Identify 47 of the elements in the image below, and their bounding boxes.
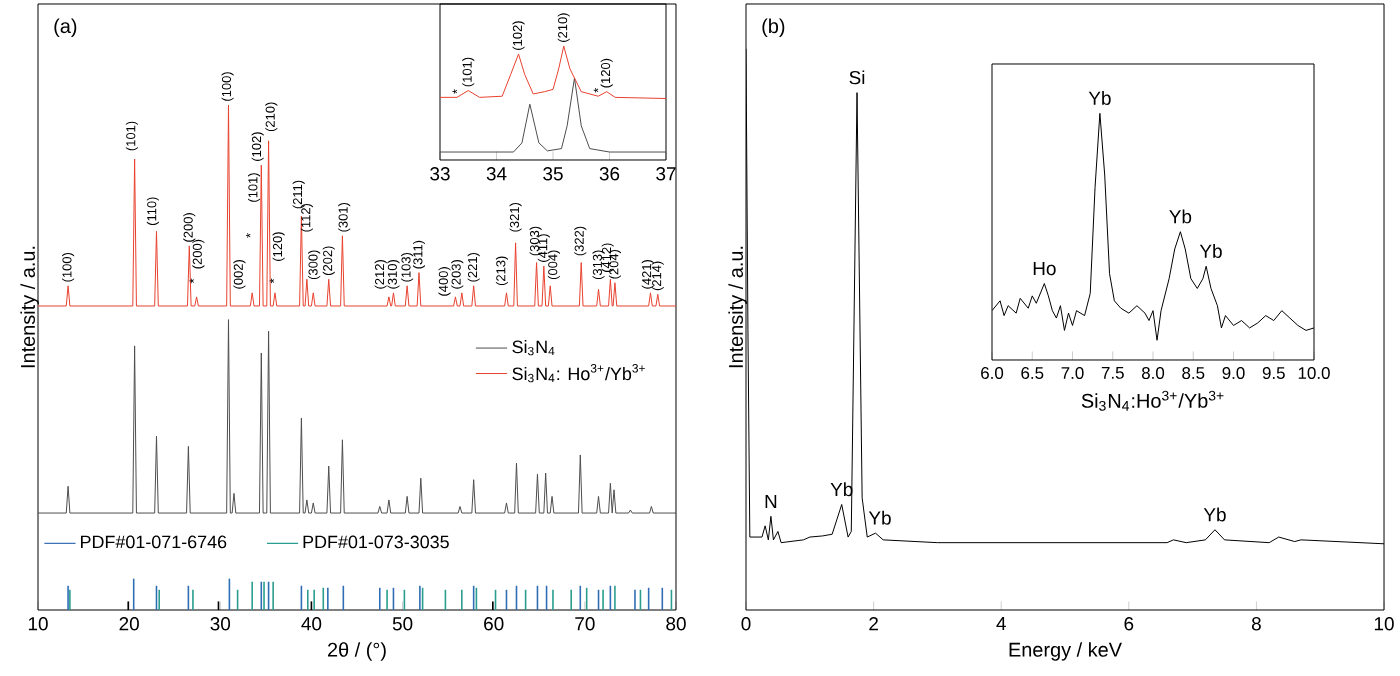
annotation: N (765, 494, 777, 508)
y-axis-title: Intensity / a.u. (20, 246, 39, 368)
x-tick-label: 6.0 (981, 367, 1004, 380)
x-tick-label: 10 (28, 617, 48, 631)
y-axis-title: Intensity / a.u. (728, 246, 747, 368)
x-tick-label: 10.0 (1298, 367, 1330, 380)
x-tick-label: 70 (575, 617, 595, 631)
x-tick-label: 4 (996, 617, 1006, 631)
x-tick-label: 9.5 (1262, 367, 1285, 380)
x-tick-label: 30 (210, 617, 231, 631)
x-tick-label: 9.0 (1222, 367, 1245, 380)
x-tick-label: 10 (1374, 617, 1394, 631)
x-axis-title: 2θ / (°) (327, 642, 386, 661)
text: (b) (762, 18, 785, 38)
x-tick-label: 7.0 (1061, 367, 1084, 380)
legend-label: Si$_{3}$N$_{4}$ (512, 340, 555, 356)
x-tick-label: 35 (543, 167, 563, 181)
x-tick-label: 20 (119, 617, 139, 631)
annotation: Yb (868, 510, 891, 525)
x-axis-title: Si$_{3}$N$_{4}$:Ho$^{3+}$/Yb$^{3+}$ (1081, 390, 1224, 411)
x-tick-label: 6 (1124, 617, 1134, 631)
annotation: Ho (1033, 261, 1056, 276)
x-tick-label: 60 (484, 617, 504, 631)
x-tick-label: 34 (486, 167, 507, 181)
annotation: Yb (1169, 209, 1192, 224)
legend-label: Si$_{3}$N$_{4}$: Ho$^{3+}$/Yb$^{3+}$ (512, 364, 645, 383)
x-tick-label: 2 (869, 617, 878, 631)
legend-label: PDF#01-073-3035 (303, 535, 449, 549)
x-tick-label: 80 (666, 617, 686, 631)
annotation: Yb (1203, 507, 1226, 522)
annotation: Si (849, 70, 865, 85)
x-tick-label: 8 (1251, 617, 1261, 631)
x-tick-label: 7.5 (1101, 367, 1124, 379)
x-tick-label: 8.5 (1182, 367, 1205, 380)
legend-label: PDF#01-071-6746 (81, 535, 227, 549)
x-tick-label: 40 (301, 617, 322, 631)
annotation: Yb (1088, 91, 1111, 105)
annotation: Yb (1199, 243, 1222, 258)
x-tick-label: 37 (656, 167, 676, 181)
text: (a) (54, 18, 77, 38)
x-tick-label: 36 (599, 167, 620, 181)
x-tick-label: 6.5 (1021, 367, 1044, 380)
x-tick-label: 0 (741, 617, 751, 631)
x-axis-title: Energy / keV (1009, 642, 1122, 661)
x-tick-label: 50 (392, 617, 413, 631)
x-tick-label: 8.0 (1141, 367, 1165, 380)
x-tick-label: 33 (430, 167, 450, 181)
